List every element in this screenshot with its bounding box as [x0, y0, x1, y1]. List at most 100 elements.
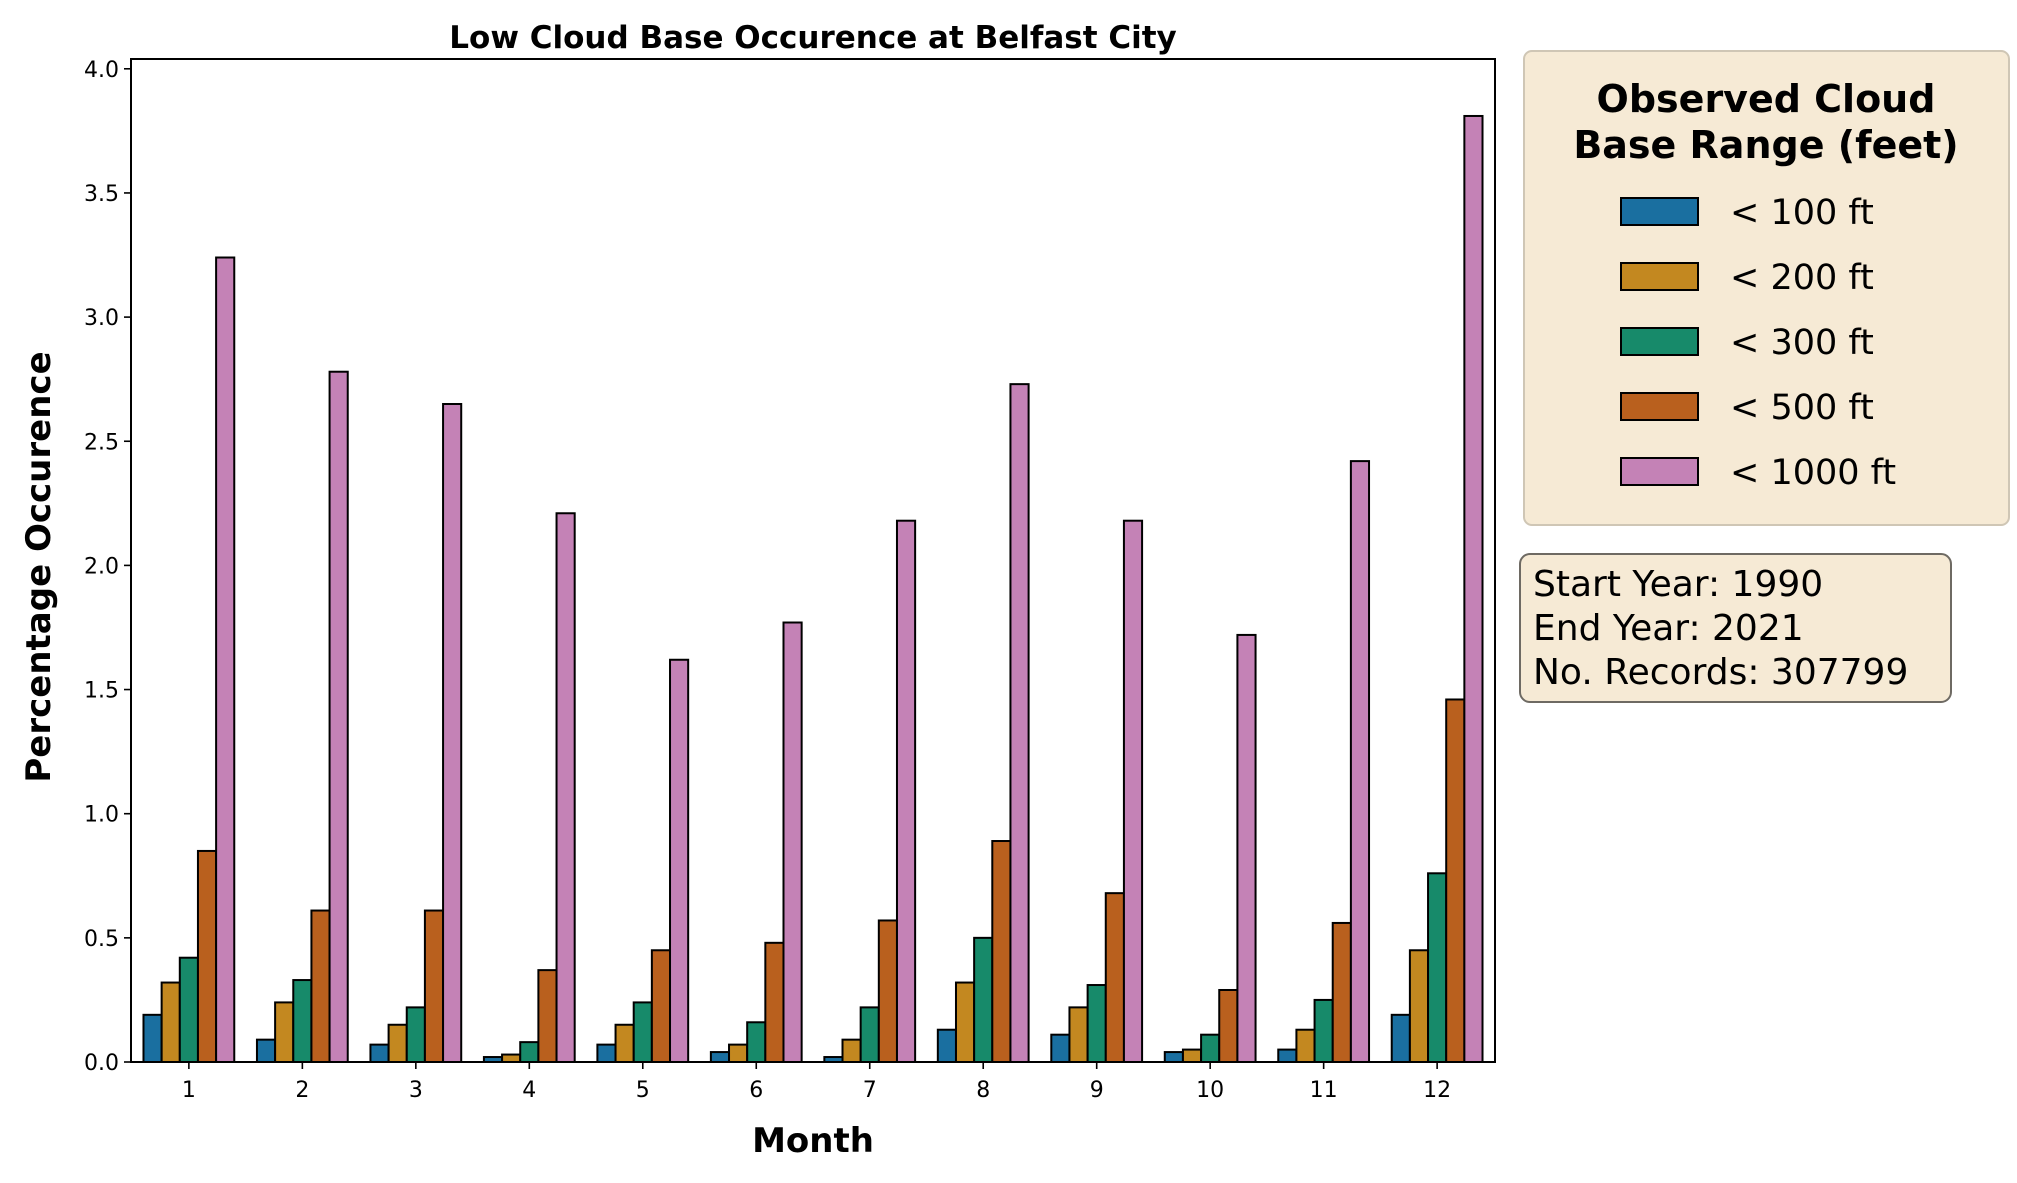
- legend-label-2: < 200 ft: [1730, 258, 1874, 298]
- bar-month-6-series-3: [746, 1021, 767, 1063]
- bar-month-7-series-4: [877, 919, 898, 1063]
- bar-month-5-series-4: [650, 949, 672, 1064]
- legend-swatch-2: [1620, 262, 1699, 291]
- x-tick-label: 4: [522, 1078, 536, 1103]
- x-tick-label: 1: [182, 1078, 196, 1103]
- plot-frame: [130, 58, 1496, 1063]
- legend-title-line-1: Observed Cloud: [1597, 77, 1936, 121]
- bar-month-1-series-5: [215, 256, 236, 1063]
- x-tick-label: 9: [1090, 1078, 1104, 1103]
- bar-month-8-series-2: [954, 981, 976, 1064]
- bar-month-3-series-2: [387, 1023, 408, 1064]
- bar-month-11-series-4: [1331, 921, 1352, 1064]
- x-tick-label: 5: [636, 1078, 650, 1103]
- y-axis-label: Percentage Occurence: [19, 351, 59, 782]
- bar-month-7-series-2: [841, 1038, 862, 1063]
- legend-items: < 100 ft < 200 ft < 300 ft < 500 ft < 1000 f…: [1620, 193, 1896, 493]
- legend-label-4: < 500 ft: [1730, 388, 1874, 428]
- bar-month-9-series-3: [1086, 984, 1107, 1063]
- legend-title-line-2: Base Range (feet): [1573, 123, 1958, 167]
- bar-month-3-series-4: [423, 909, 445, 1063]
- x-tick-label: 3: [409, 1078, 423, 1103]
- bar-month-2-series-1: [255, 1038, 277, 1063]
- info-box-frame: [1519, 553, 1952, 703]
- bar-month-8-series-3: [973, 936, 994, 1063]
- bar-month-2-series-4: [310, 909, 331, 1063]
- info-end-year: End Year: 2021: [1533, 608, 1804, 649]
- bar-month-2-series-2: [274, 1001, 295, 1064]
- bar-month-10-series-3: [1200, 1033, 1221, 1064]
- bars-group: [142, 114, 1484, 1064]
- x-tick-label: 2: [295, 1078, 309, 1103]
- legend-label-3: < 300 ft: [1730, 323, 1874, 363]
- info-start-year: Start Year: 1990: [1533, 564, 1823, 605]
- y-tick-label: 1.0: [84, 803, 119, 828]
- bar-month-6-series-2: [728, 1043, 749, 1064]
- x-tick-label: 7: [863, 1078, 877, 1103]
- bar-month-4-series-4: [537, 969, 558, 1064]
- info-records: No. Records: 307799: [1533, 652, 1908, 693]
- bar-month-2-series-3: [292, 979, 313, 1063]
- info-box: Start Year: 1990 End Year: 2021 No. Reco…: [1519, 553, 1952, 703]
- bar-month-1-series-2: [160, 981, 181, 1064]
- bar-month-11-series-3: [1313, 998, 1334, 1063]
- bar-month-12-series-3: [1427, 872, 1448, 1063]
- legend-label-5: < 1000 ft: [1730, 453, 1896, 493]
- bar-month-4-series-3: [519, 1041, 540, 1063]
- bar-month-3-series-3: [405, 1006, 426, 1064]
- y-tick-label: 3.0: [84, 306, 119, 331]
- legend: Observed Cloud Base Range (feet) < 100 f…: [1523, 50, 2010, 526]
- bar-month-6-series-5: [782, 621, 803, 1063]
- bar-month-10-series-4: [1218, 988, 1239, 1063]
- x-tick-label: 6: [749, 1078, 763, 1103]
- bar-month-9-series-2: [1068, 1006, 1089, 1064]
- bar-month-1-series-3: [178, 956, 199, 1063]
- bar-month-2-series-5: [328, 370, 349, 1063]
- bar-month-6-series-4: [764, 941, 785, 1063]
- bar-month-11-series-1: [1277, 1048, 1298, 1063]
- y-tick-label: 0.0: [84, 1051, 119, 1076]
- bar-month-7-series-3: [859, 1006, 880, 1064]
- y-tick-label: 2.5: [84, 430, 119, 455]
- x-tick-label: 12: [1423, 1078, 1451, 1103]
- chart-title: Low Cloud Base Occurence at Belfast City: [449, 20, 1176, 56]
- bar-month-4-series-5: [555, 512, 576, 1063]
- bar-month-5-series-1: [596, 1043, 617, 1064]
- bar-month-10-series-5: [1236, 633, 1257, 1063]
- bar-month-1-series-1: [142, 1013, 163, 1063]
- y-tick-label: 0.5: [84, 927, 119, 952]
- bar-month-8-series-1: [936, 1028, 957, 1063]
- x-tick-label: 11: [1310, 1078, 1338, 1103]
- bar-month-6-series-1: [709, 1051, 731, 1063]
- legend-swatch-5: [1620, 457, 1699, 486]
- legend-swatch-4: [1620, 392, 1699, 421]
- bar-month-12-series-2: [1408, 949, 1430, 1064]
- bar-month-5-series-2: [614, 1023, 635, 1064]
- bar-month-3-series-1: [369, 1043, 390, 1064]
- bar-month-10-series-2: [1181, 1048, 1203, 1063]
- x-axis-label: Month: [752, 1121, 874, 1161]
- bar-month-5-series-5: [669, 658, 690, 1064]
- x-ticks: 1 2 3 4 5 6 7 8 9 10 11 12: [182, 1062, 1451, 1103]
- bar-month-12-series-5: [1463, 114, 1484, 1064]
- bar-month-10-series-1: [1163, 1051, 1184, 1063]
- x-tick-label: 8: [976, 1078, 990, 1103]
- y-tick-label: 1.5: [84, 679, 119, 704]
- legend-swatch-3: [1620, 327, 1699, 356]
- y-tick-label: 4.0: [84, 58, 119, 83]
- bar-month-12-series-1: [1390, 1013, 1411, 1063]
- bar-month-5-series-3: [632, 1001, 653, 1064]
- bar-month-8-series-4: [991, 840, 1012, 1063]
- y-tick-label: 3.5: [84, 182, 119, 207]
- legend-label-1: < 100 ft: [1730, 193, 1874, 233]
- bar-month-8-series-5: [1009, 383, 1030, 1063]
- y-tick-label: 2.0: [84, 554, 119, 579]
- bar-month-11-series-5: [1349, 460, 1371, 1063]
- bar-month-9-series-4: [1104, 892, 1125, 1063]
- bar-month-12-series-4: [1445, 698, 1466, 1063]
- bar-month-9-series-1: [1050, 1033, 1071, 1064]
- bar-month-3-series-5: [442, 403, 463, 1063]
- legend-swatch-1: [1620, 197, 1699, 226]
- bar-month-7-series-5: [895, 519, 917, 1063]
